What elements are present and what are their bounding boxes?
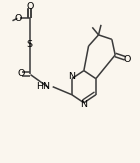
Text: N: N — [80, 100, 87, 109]
Text: O: O — [124, 55, 131, 64]
Text: N: N — [68, 72, 75, 81]
Text: HN: HN — [36, 82, 50, 91]
Text: O: O — [26, 2, 33, 11]
Text: O: O — [17, 69, 24, 78]
Text: O: O — [14, 14, 22, 23]
Text: S: S — [27, 40, 33, 49]
